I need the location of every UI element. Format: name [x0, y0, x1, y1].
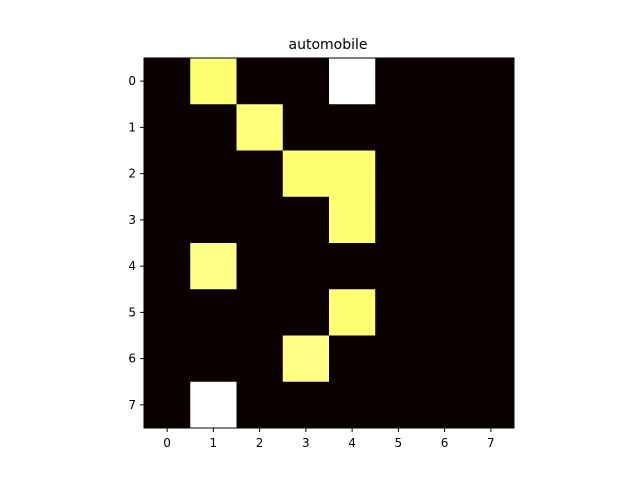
heatmap-cell-r5-c4 — [329, 289, 376, 336]
heatmap-cell-r0-c5 — [375, 58, 422, 105]
heatmap-cell-r2-c2 — [236, 150, 284, 198]
heatmap-cell-r6-c7 — [467, 335, 515, 383]
heatmap-cell-r5-c6 — [421, 289, 469, 336]
plot-frame — [143, 57, 515, 429]
heatmap-cell-r4-c5 — [375, 243, 422, 290]
heatmap-cell-r3-c1 — [190, 196, 237, 244]
heatmap-cell-r2-c5 — [375, 150, 422, 198]
heatmap-cell-r6-c4 — [329, 335, 376, 383]
y-tick-label: 1 — [128, 120, 136, 134]
heatmap-cell-r3-c6 — [421, 196, 469, 244]
x-tick-label: 4 — [348, 436, 356, 450]
heatmap-cell-r7-c4 — [329, 381, 376, 429]
heatmap-cell-r1-c6 — [421, 104, 469, 151]
heatmap-cell-r2-c3 — [282, 150, 330, 198]
heatmap-cell-r2-c4 — [329, 150, 376, 198]
heatmap-cell-r3-c5 — [375, 196, 422, 244]
heatmap-cell-r7-c7 — [467, 381, 515, 429]
heatmap-cell-r7-c0 — [144, 381, 191, 429]
x-tick-label: 2 — [256, 436, 264, 450]
heatmap-cell-r4-c6 — [421, 243, 469, 290]
heatmap-cell-r1-c0 — [144, 104, 191, 151]
y-tick-label: 5 — [128, 305, 136, 319]
heatmap-cell-r4-c4 — [329, 243, 376, 290]
y-tick-label: 4 — [128, 259, 136, 273]
heatmap-cell-r1-c3 — [282, 104, 330, 151]
y-tick-label: 2 — [128, 167, 136, 181]
heatmap-cell-r1-c7 — [467, 104, 515, 151]
heatmap-cell-r7-c2 — [236, 381, 284, 429]
heatmap-cell-r5-c7 — [467, 289, 515, 336]
x-tick-label: 6 — [441, 436, 449, 450]
y-tick-label: 7 — [128, 398, 136, 412]
heatmap-cell-r7-c1 — [190, 381, 237, 429]
x-tick-label: 5 — [395, 436, 403, 450]
heatmap-cell-r7-c3 — [282, 381, 330, 429]
heatmap-cell-r4-c2 — [236, 243, 284, 290]
x-tick-label: 7 — [487, 436, 495, 450]
x-tick-label: 1 — [210, 436, 218, 450]
heatmap-cell-r3-c3 — [282, 196, 330, 244]
heatmap-cell-r1-c5 — [375, 104, 422, 151]
heatmap-cell-r5-c3 — [282, 289, 330, 336]
heatmap-cell-r4-c0 — [144, 243, 191, 290]
heatmap-cell-r3-c4 — [329, 196, 376, 244]
heatmap-cell-r6-c1 — [190, 335, 237, 383]
heatmap-cell-r2-c0 — [144, 150, 191, 198]
y-axis: 0 1 2 3 4 5 6 7 — [128, 74, 144, 412]
y-tick-label: 6 — [128, 352, 136, 366]
heatmap-cell-r5-c2 — [236, 289, 284, 336]
heatmap-cell-r1-c2 — [236, 104, 284, 151]
heatmap-cell-r0-c2 — [236, 58, 284, 105]
heatmap-cell-r4-c1 — [190, 243, 237, 290]
heatmap-cell-r5-c1 — [190, 289, 237, 336]
heatmap-cell-r0-c4 — [329, 58, 376, 105]
heatmap-cell-r5-c5 — [375, 289, 422, 336]
heatmap-cell-r1-c4 — [329, 104, 376, 151]
heatmap-cell-r4-c3 — [282, 243, 330, 290]
heatmap-cell-r2-c7 — [467, 150, 515, 198]
heatmap-cell-r2-c6 — [421, 150, 469, 198]
heatmap-cell-r3-c2 — [236, 196, 284, 244]
heatmap-cell-r4-c7 — [467, 243, 515, 290]
x-tick-label: 3 — [302, 436, 310, 450]
heatmap-cell-r6-c2 — [236, 335, 284, 383]
heatmap-cell-r3-c0 — [144, 196, 191, 244]
heatmap-cell-r1-c1 — [190, 104, 237, 151]
y-tick-label: 0 — [128, 74, 136, 88]
heatmap-cell-r6-c0 — [144, 335, 191, 383]
heatmap-cell-r0-c1 — [190, 58, 237, 105]
heatmap-cell-r7-c5 — [375, 381, 422, 429]
x-tick-label: 0 — [163, 436, 171, 450]
heatmap-cell-r7-c6 — [421, 381, 469, 429]
heatmap-cell-r5-c0 — [144, 289, 191, 336]
heatmap-cell-r0-c7 — [467, 58, 515, 105]
heatmap-cell-r0-c3 — [282, 58, 330, 105]
y-tick-label: 3 — [128, 213, 136, 227]
chart-title: automobile — [289, 37, 368, 53]
heatmap-cell-r6-c5 — [375, 335, 422, 383]
heatmap-cell-r3-c7 — [467, 196, 515, 244]
heatmap-cell-r0-c0 — [144, 58, 191, 105]
heatmap-cell-r0-c6 — [421, 58, 469, 105]
x-axis: 0 1 2 3 4 5 6 7 — [163, 428, 495, 450]
heatmap-cell-r6-c6 — [421, 335, 469, 383]
heatmap-cell-r6-c3 — [282, 335, 330, 383]
heatmap-cell-r2-c1 — [190, 150, 237, 198]
heatmap-cells — [144, 58, 515, 429]
